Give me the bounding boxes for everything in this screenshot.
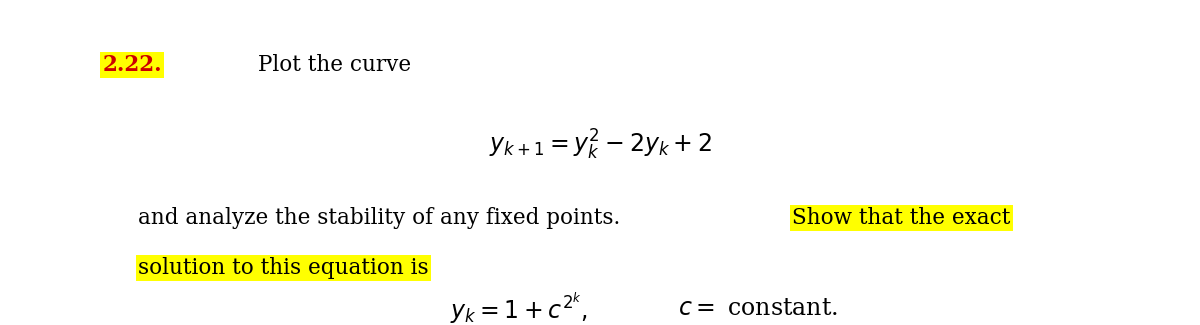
Text: Plot the curve: Plot the curve: [258, 54, 412, 76]
Text: Show that the exact: Show that the exact: [792, 207, 1010, 229]
Text: $y_k = 1 + c^{2^k},$: $y_k = 1 + c^{2^k},$: [450, 291, 588, 325]
Text: solution to this equation is: solution to this equation is: [138, 257, 428, 279]
Text: $y_{k+1} = y_k^2 - 2y_k + 2$: $y_{k+1} = y_k^2 - 2y_k + 2$: [488, 127, 712, 162]
Text: $c = $ constant.: $c = $ constant.: [678, 297, 838, 320]
Text: 2.22.: 2.22.: [102, 54, 162, 76]
Text: and analyze the stability of any fixed points.: and analyze the stability of any fixed p…: [138, 207, 620, 229]
